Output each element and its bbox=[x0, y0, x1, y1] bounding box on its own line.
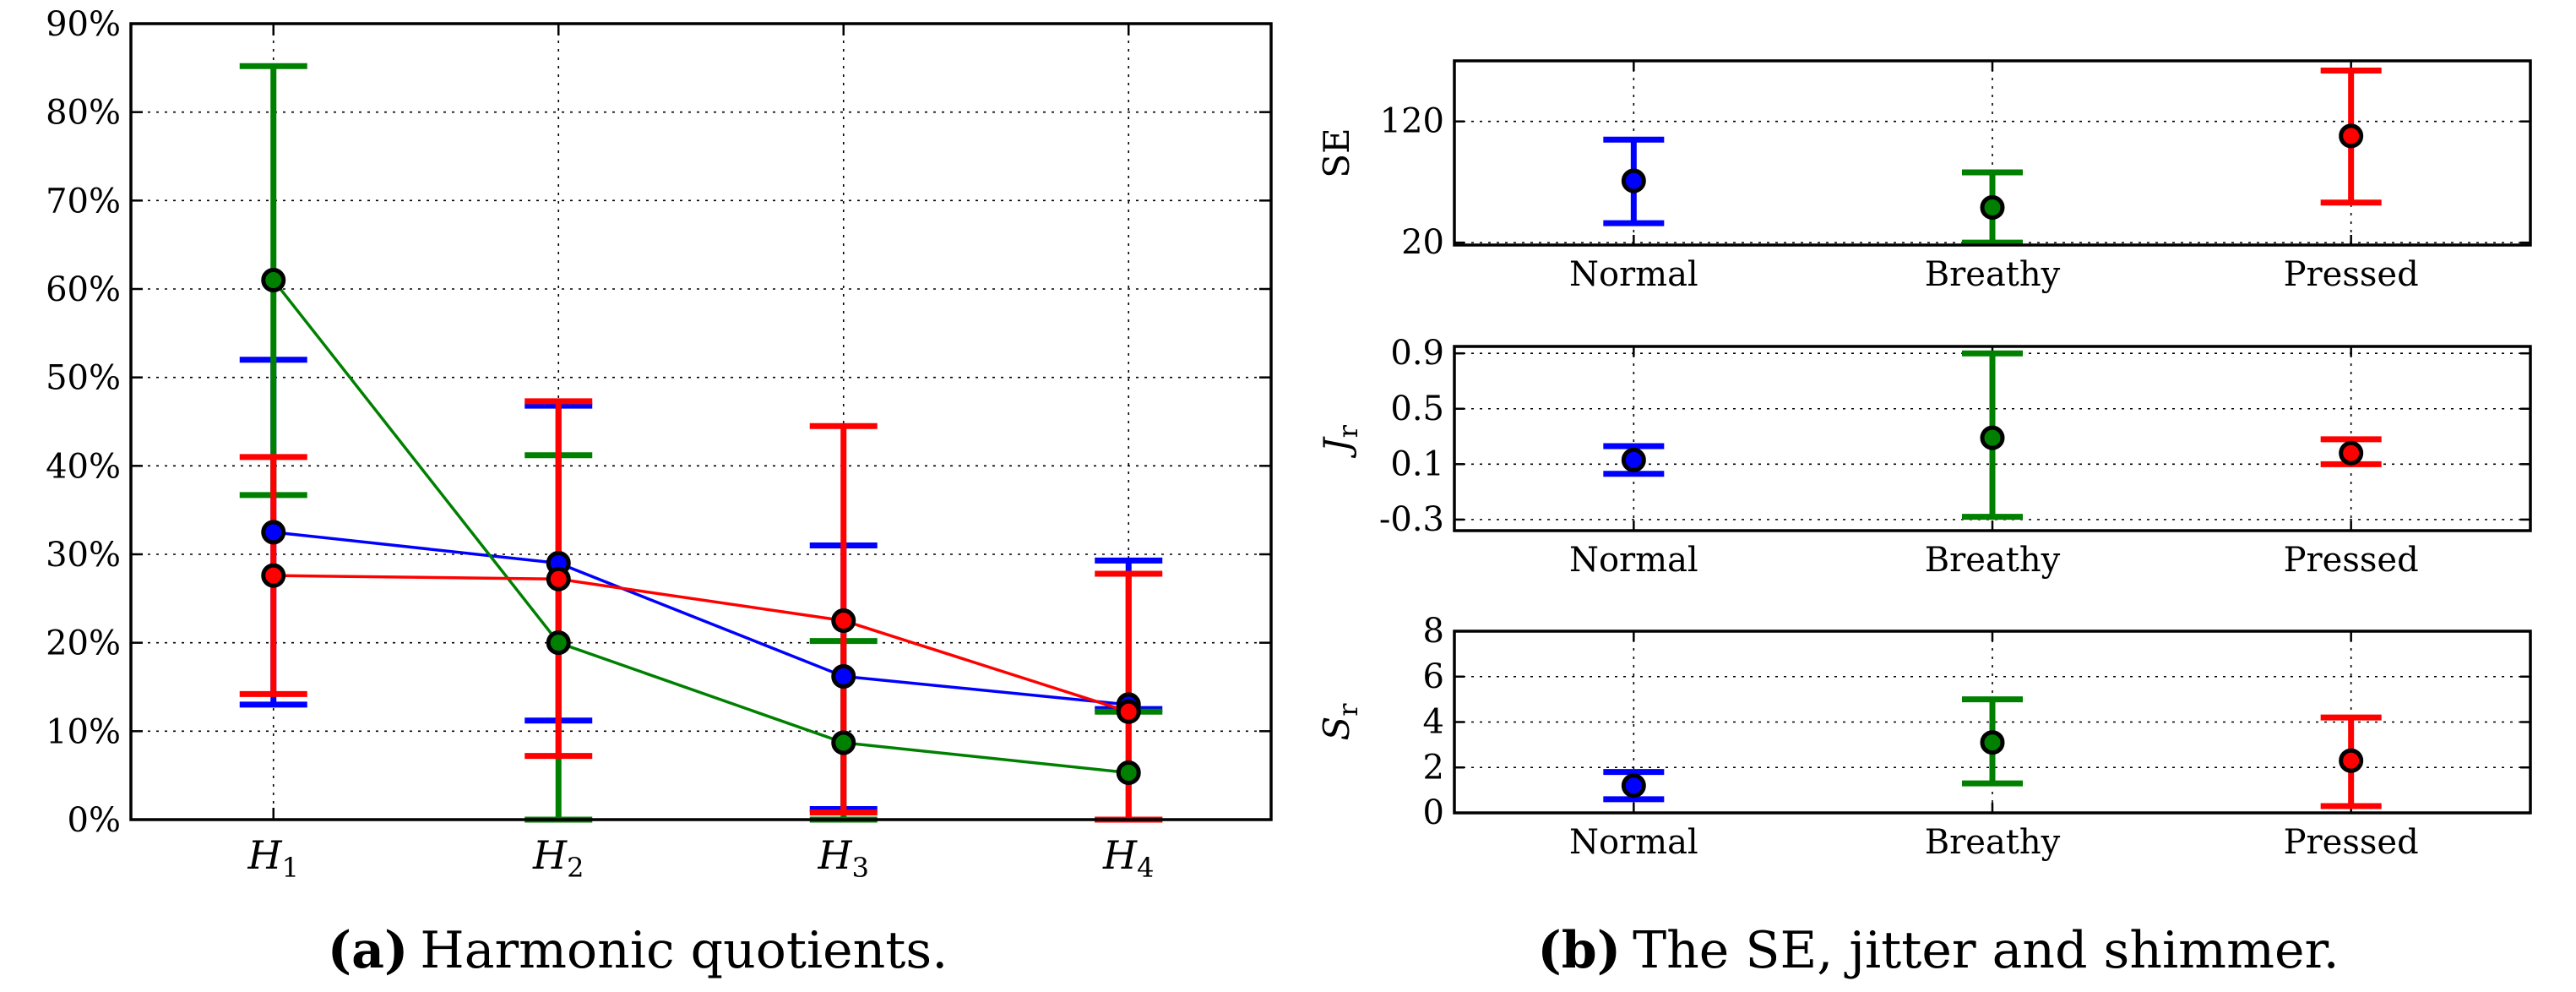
x-tick-label: Normal bbox=[1569, 255, 1698, 294]
data-point-breathy bbox=[261, 268, 286, 293]
y-tick-label: 0% bbox=[68, 801, 121, 840]
data-point-breathy bbox=[1980, 730, 2005, 755]
y-tick-label: -0.3 bbox=[1379, 500, 1444, 539]
y-tick-label: 8 bbox=[1423, 612, 1444, 651]
y-tick-label: 20 bbox=[1401, 223, 1444, 262]
data-point-pressed bbox=[1116, 699, 1141, 724]
caption-b-text: The SE, jitter and shimmer. bbox=[1633, 921, 2340, 980]
x-tick-label: Breathy bbox=[1925, 541, 2061, 580]
data-point-normal bbox=[1621, 773, 1646, 799]
data-point-breathy bbox=[831, 730, 856, 755]
series-line-pressed bbox=[273, 574, 1129, 713]
caption-a-text: Harmonic quotients. bbox=[420, 921, 948, 980]
y-tick-label: 120 bbox=[1380, 102, 1444, 141]
data-point-normal bbox=[261, 520, 286, 545]
data-point-breathy bbox=[1116, 760, 1141, 786]
data-point-pressed bbox=[2339, 440, 2364, 466]
x-tick-label: Pressed bbox=[2284, 823, 2419, 862]
series-line-normal bbox=[273, 531, 1129, 706]
data-point-pressed bbox=[2339, 748, 2364, 773]
y-axis-label-main: S bbox=[1316, 717, 1357, 741]
y-axis-label: Jr bbox=[1316, 424, 1364, 459]
y-axis-label-sub: r bbox=[1332, 424, 1364, 438]
y-tick-label: 60% bbox=[46, 270, 121, 309]
x-tick-label: Normal bbox=[1569, 823, 1698, 862]
y-tick-label: 0.5 bbox=[1390, 390, 1444, 428]
shimmer-chart: 0 2 4 6 8 Normal Breathy Pressed Sr bbox=[1316, 612, 2532, 862]
data-point-breathy bbox=[1980, 195, 2005, 221]
data-point-pressed bbox=[546, 566, 571, 591]
x-tick-label-sub: 4 bbox=[1137, 852, 1154, 884]
y-tick-label: 2 bbox=[1423, 748, 1444, 787]
data-point-pressed bbox=[831, 608, 856, 633]
y-tick-label: 70% bbox=[46, 182, 121, 221]
y-axis-label-main: J bbox=[1316, 436, 1357, 459]
caption-a-label: (a) bbox=[328, 921, 409, 980]
x-tick-label: Normal bbox=[1569, 541, 1698, 580]
plot-frame bbox=[1453, 630, 2532, 815]
y-axis-label: Sr bbox=[1316, 703, 1364, 741]
caption-b-label: (b) bbox=[1537, 921, 1621, 980]
y-axis-label-sub: r bbox=[1332, 703, 1364, 717]
caption-b: (b) The SE, jitter and shimmer. bbox=[1537, 921, 2339, 980]
x-tick-label: Breathy bbox=[1925, 255, 2061, 294]
y-tick-label: 10% bbox=[46, 712, 121, 751]
harmonic-quotients-chart: 0%10%20%30%40%50%60%70%80%90%H1 H2 H3 H4 bbox=[46, 5, 1273, 884]
x-tick-label: H3 bbox=[818, 832, 869, 884]
y-tick-label: 90% bbox=[46, 5, 121, 44]
x-tick-label-sub: 2 bbox=[567, 852, 584, 884]
x-tick-label-main: H bbox=[247, 832, 283, 878]
x-tick-label: H2 bbox=[532, 832, 584, 884]
y-tick-label: 4 bbox=[1423, 703, 1444, 742]
series-line-breathy bbox=[272, 279, 1129, 775]
data-point-pressed bbox=[261, 563, 286, 588]
jitter-chart: -0.3 0.1 0.5 0.9 Normal Breathy Pressed Jr bbox=[1316, 334, 2532, 580]
y-tick-label: 50% bbox=[46, 359, 121, 398]
y-tick-label: 0.9 bbox=[1390, 334, 1444, 373]
y-tick-label: 20% bbox=[46, 624, 121, 663]
y-tick-label: 0.1 bbox=[1390, 444, 1444, 483]
x-tick-label: H1 bbox=[247, 832, 299, 884]
x-tick-label-sub: 1 bbox=[282, 852, 299, 884]
plot-frame bbox=[1453, 59, 2532, 247]
x-tick-label-main: H bbox=[1102, 832, 1138, 878]
data-point-normal bbox=[1621, 168, 1646, 193]
x-tick-label: Pressed bbox=[2284, 255, 2419, 294]
x-tick-label: H4 bbox=[1102, 832, 1154, 884]
y-tick-label: 80% bbox=[46, 94, 121, 133]
x-tick-label-main: H bbox=[532, 832, 568, 878]
plot-frame bbox=[1453, 345, 2532, 532]
y-tick-label: 6 bbox=[1423, 657, 1444, 696]
x-tick-label-sub: 3 bbox=[852, 852, 869, 884]
data-point-breathy bbox=[546, 630, 571, 656]
x-tick-label: Breathy bbox=[1925, 823, 2061, 862]
data-point-breathy bbox=[1980, 425, 2005, 450]
y-tick-label: 0 bbox=[1423, 793, 1444, 832]
plot-frame bbox=[129, 22, 1273, 821]
data-point-normal bbox=[1621, 447, 1646, 472]
x-tick-label: Pressed bbox=[2284, 541, 2419, 580]
se-chart: 20 120 Normal Breathy Pressed SE bbox=[1316, 59, 2532, 294]
caption-a: (a) Harmonic quotients. bbox=[328, 921, 948, 980]
y-axis-label: SE bbox=[1316, 128, 1357, 177]
y-tick-label: 40% bbox=[46, 447, 121, 486]
y-tick-label: 30% bbox=[46, 536, 121, 575]
x-tick-label-main: H bbox=[818, 832, 853, 878]
data-point-normal bbox=[831, 663, 856, 689]
data-point-pressed bbox=[2339, 123, 2364, 149]
